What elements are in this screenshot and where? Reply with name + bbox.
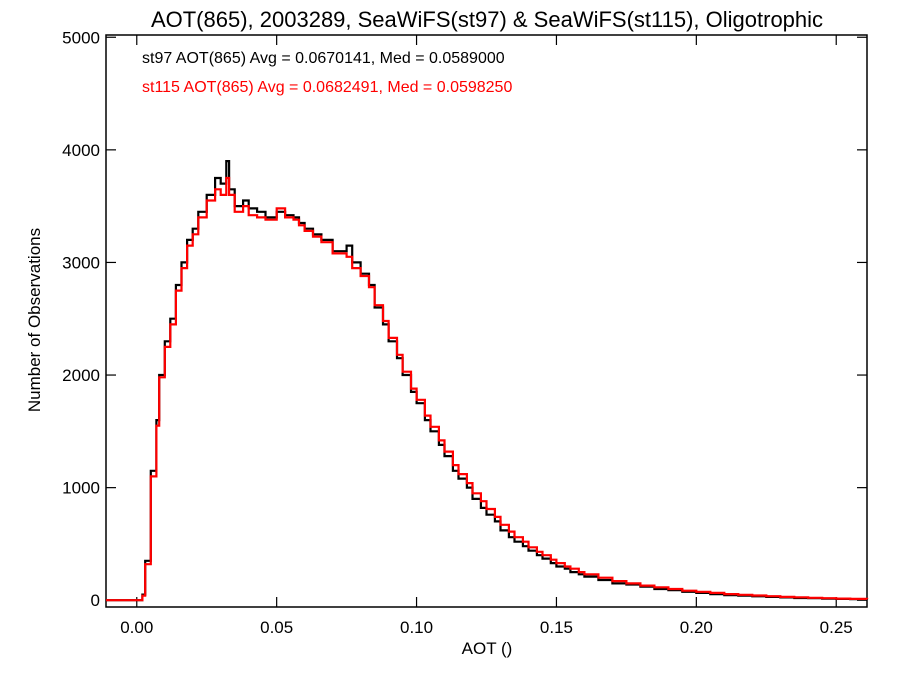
y-tick-label: 5000 <box>62 28 100 47</box>
y-tick-label: 0 <box>91 591 100 610</box>
x-axis-ticks: 0.00 0.05 0.10 0.15 0.20 0.25 <box>120 35 853 637</box>
series-line-st115 <box>106 176 869 602</box>
y-tick-label: 1000 <box>62 479 100 498</box>
x-tick-label: 0.05 <box>260 618 293 637</box>
series-group <box>106 160 869 602</box>
legend-entry-st97: st97 AOT(865) Avg = 0.0670141, Med = 0.0… <box>142 50 505 67</box>
legend-entry-st115: st115 AOT(865) Avg = 0.0682491, Med = 0.… <box>142 79 512 96</box>
x-tick-label: 0.10 <box>400 618 433 637</box>
y-tick-label: 4000 <box>62 141 100 160</box>
x-tick-label: 0.25 <box>820 618 853 637</box>
x-tick-label: 0.00 <box>120 618 153 637</box>
x-tick-label: 0.15 <box>540 618 573 637</box>
y-axis-label: Number of Observations <box>25 228 44 412</box>
y-axis-ticks: 0 1000 2000 3000 4000 5000 <box>62 28 867 610</box>
x-axis-label: AOT () <box>462 639 513 658</box>
series-line-st97 <box>106 160 869 602</box>
y-tick-label: 2000 <box>62 366 100 385</box>
plot-frame <box>105 34 868 608</box>
y-tick-label: 3000 <box>62 253 100 272</box>
x-tick-label: 0.20 <box>680 618 713 637</box>
chart-title: AOT(865), 2003289, SeaWiFS(st97) & SeaWi… <box>151 7 823 32</box>
